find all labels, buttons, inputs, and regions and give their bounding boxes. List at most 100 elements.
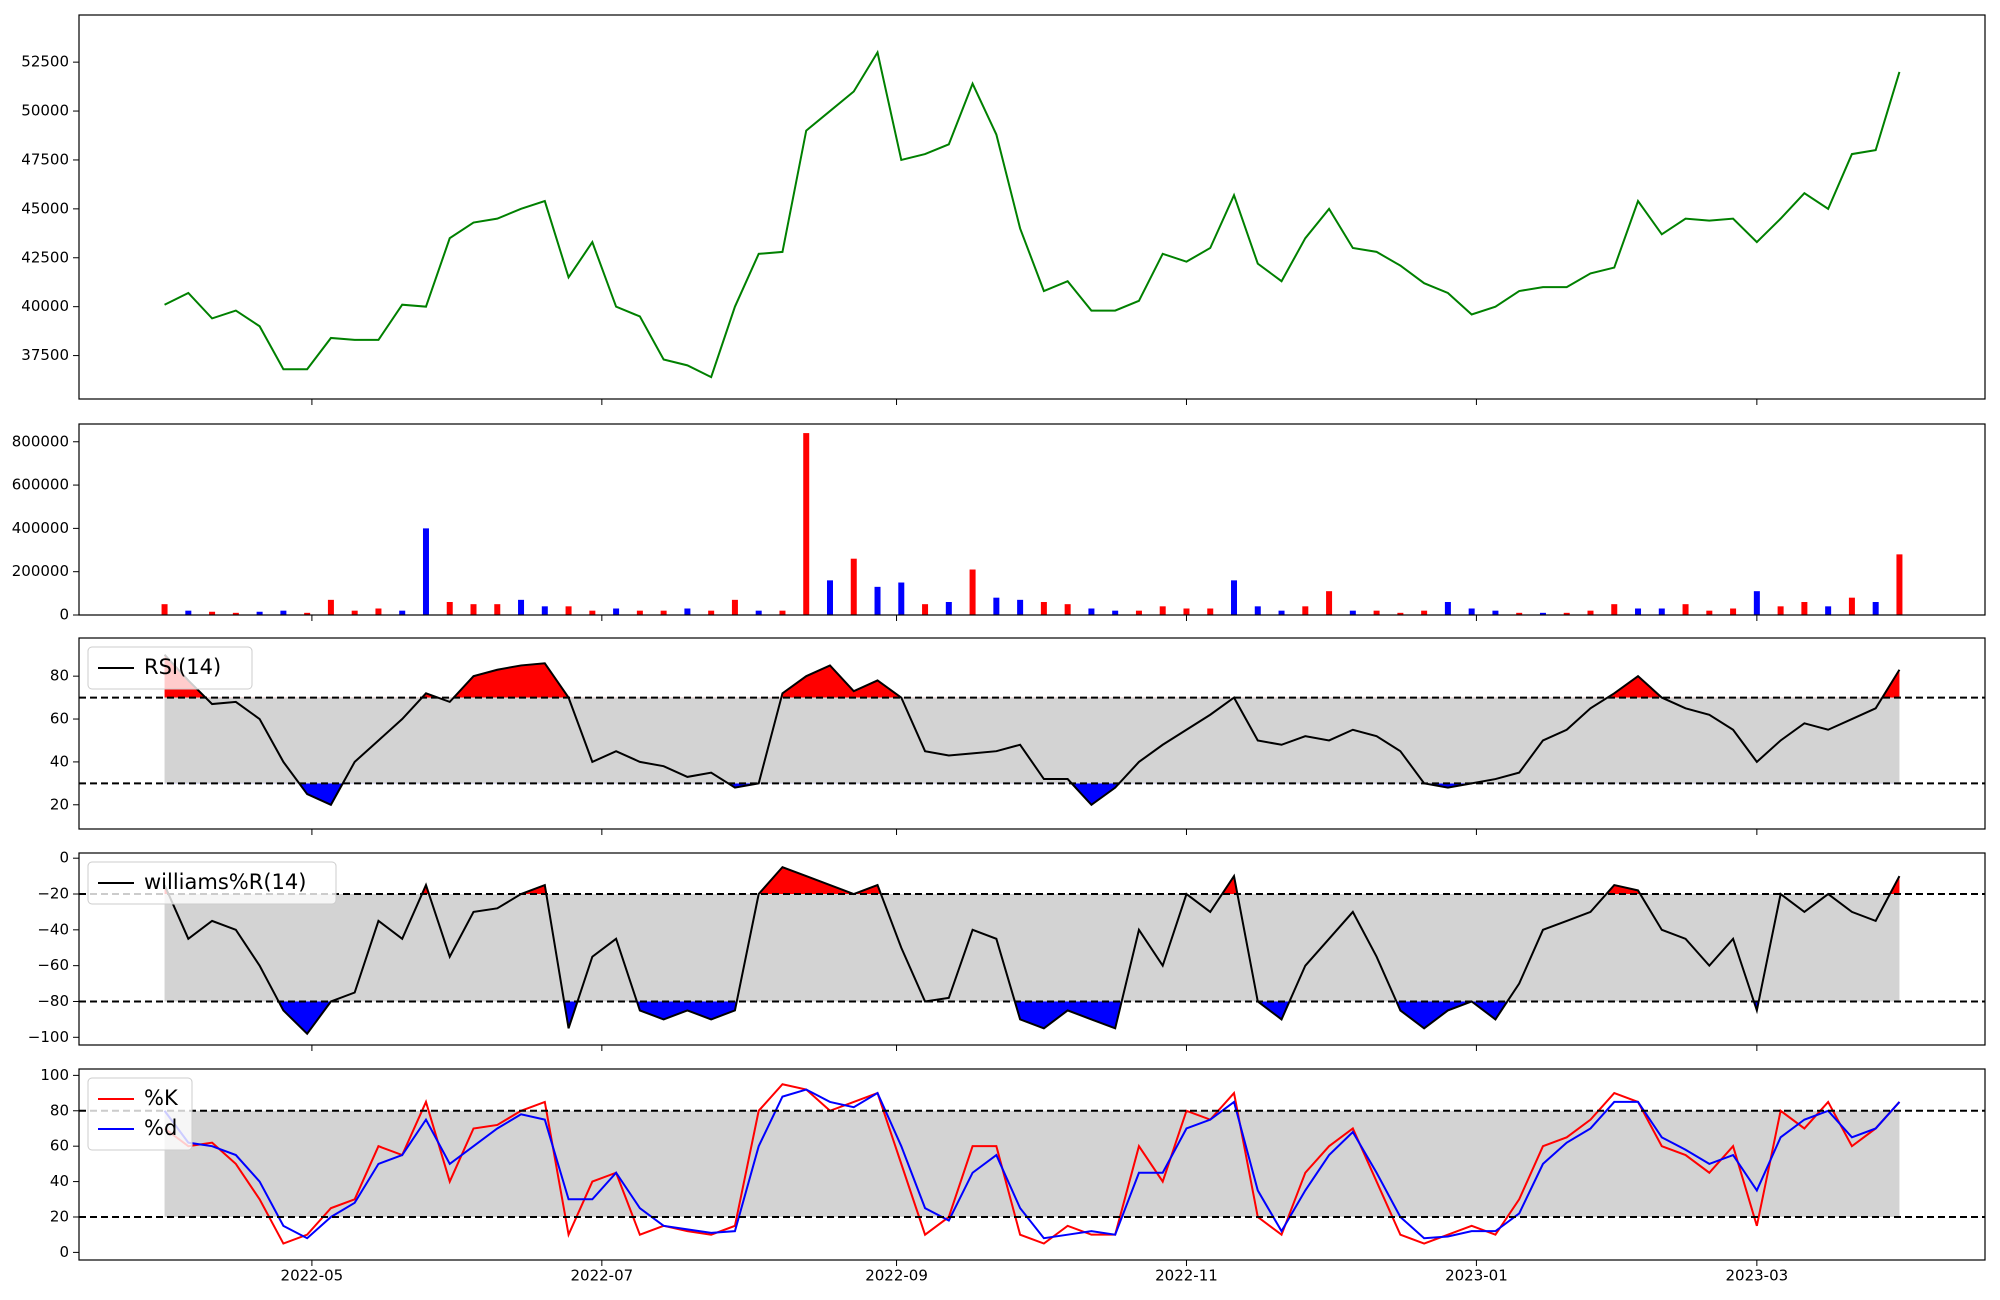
volume-bar <box>1278 610 1285 615</box>
volume-bar <box>969 569 976 615</box>
legend-box <box>87 646 253 690</box>
volume-bar <box>256 611 263 615</box>
volume-bar <box>636 610 643 615</box>
x-tick-label: 2023-03 <box>1726 1267 1789 1285</box>
volume-bar <box>1183 608 1190 615</box>
overbought-fill <box>164 654 1900 698</box>
y-tick-label: 800000 <box>12 432 69 450</box>
neutral-band <box>164 1110 1900 1217</box>
y-tick-label: 0 <box>59 849 69 867</box>
volume-bar <box>803 433 810 615</box>
volume-bar <box>1801 602 1808 615</box>
series-line <box>163 1088 1901 1240</box>
volume-bar <box>1064 604 1071 615</box>
volume-bar <box>161 604 168 615</box>
x-tick-label: 2023-01 <box>1445 1267 1508 1285</box>
volume-bar <box>494 604 501 615</box>
volume-bar <box>945 602 952 615</box>
volume-bar <box>1040 602 1047 615</box>
volume-bar <box>280 610 287 615</box>
legend-box <box>87 1077 193 1151</box>
volume-bar <box>850 558 857 615</box>
x-tick-label: 2022-11 <box>1155 1267 1218 1285</box>
y-tick-label: 20 <box>50 1207 69 1225</box>
volume-bar <box>874 586 881 615</box>
volume-bar <box>565 606 572 615</box>
volume-bar <box>1587 610 1594 615</box>
neutral-band <box>164 894 1900 1002</box>
volume-bar <box>922 604 929 615</box>
legend-box <box>87 861 337 905</box>
volume-bar <box>755 610 762 615</box>
volume-bar <box>375 608 382 615</box>
volume-bar <box>1135 610 1142 615</box>
volume-bar <box>541 606 548 615</box>
axes-frame <box>78 423 1986 616</box>
volume-bar <box>1159 606 1166 615</box>
volume-bar <box>1088 608 1095 615</box>
volume-bar <box>1611 604 1618 615</box>
axes-frame <box>78 637 1986 830</box>
volume-bar <box>1872 602 1879 615</box>
volume-bar <box>518 599 525 615</box>
oversold-fill <box>164 1001 1900 1034</box>
volume-bar <box>1207 608 1214 615</box>
volume-bar <box>1635 608 1642 615</box>
volume-bar <box>209 611 216 615</box>
y-tick-label: −40 <box>37 920 69 938</box>
volume-bar <box>1825 606 1832 615</box>
volume-bar <box>1349 610 1356 615</box>
volume-bar <box>1373 610 1380 615</box>
x-tick-label: 2022-07 <box>570 1267 633 1285</box>
volume-bar <box>1730 608 1737 615</box>
volume-bar <box>304 612 311 615</box>
y-tick-label: 45000 <box>21 199 69 217</box>
volume-bar <box>589 610 596 615</box>
volume-bar <box>1302 606 1309 615</box>
y-tick-label: 40 <box>50 1172 69 1190</box>
y-tick-label: 40000 <box>21 297 69 315</box>
legend-label: %K <box>144 1086 179 1110</box>
volume-bar <box>1777 606 1784 615</box>
volume-bar <box>399 610 406 615</box>
y-tick-label: 0 <box>59 1243 69 1261</box>
volume-bar <box>422 528 429 615</box>
volume-bar <box>1254 606 1261 615</box>
volume-bar <box>731 599 738 615</box>
volume-bar <box>708 610 715 615</box>
volume-bar <box>993 597 1000 615</box>
y-tick-label: 20 <box>50 795 69 813</box>
volume-bar <box>826 580 833 615</box>
volume-bar <box>1112 610 1119 615</box>
x-tick-label: 2022-09 <box>865 1267 928 1285</box>
volume-bar <box>1516 612 1523 615</box>
volume-bar <box>1563 612 1570 615</box>
y-tick-label: −20 <box>37 885 69 903</box>
y-tick-label: −80 <box>37 992 69 1010</box>
volume-bar <box>1397 612 1404 615</box>
volume-bar <box>1658 608 1665 615</box>
volume-bar <box>1421 610 1428 615</box>
legend-label: %d <box>144 1116 177 1140</box>
volume-bar <box>1706 610 1713 615</box>
volume-bar <box>779 610 786 615</box>
neutral-band <box>164 697 1900 784</box>
volume-bar <box>660 610 667 615</box>
volume-bar <box>470 604 477 615</box>
y-tick-label: 100 <box>40 1066 69 1084</box>
series-line <box>163 865 1901 1036</box>
volume-bar <box>1539 612 1546 615</box>
y-tick-label: 52500 <box>21 53 69 71</box>
volume-bar <box>684 608 691 615</box>
volume-bar <box>351 610 358 615</box>
y-tick-label: 60 <box>50 1137 69 1155</box>
volume-bar <box>898 582 905 615</box>
volume-bar <box>1848 597 1855 615</box>
volume-bar <box>327 599 334 615</box>
series-line <box>164 49 1901 379</box>
volume-bar <box>232 612 239 615</box>
y-tick-label: 0 <box>59 606 69 624</box>
volume-bar <box>1492 610 1499 615</box>
y-tick-label: 600000 <box>12 476 69 494</box>
